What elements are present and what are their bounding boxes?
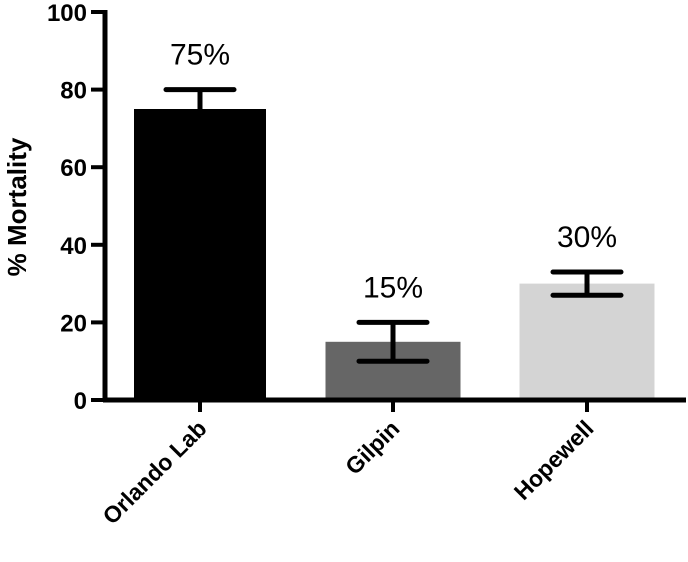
data-label-1: 15% [363,271,423,304]
bar-0 [134,109,266,400]
data-label-2: 30% [557,221,617,254]
y-tick-label-4: 80 [60,78,87,105]
y-tick-label-1: 20 [60,310,87,337]
y-tick-label-3: 60 [60,155,87,182]
y-axis-label: % Mortality [2,137,32,276]
x-tick-label-1: Gilpin [340,415,404,479]
x-tick-label-0: Orlando Lab [97,415,211,529]
y-tick-label-5: 100 [47,0,87,27]
x-tick-label-2: Hopewell [509,415,599,505]
y-tick-label-2: 40 [60,233,87,260]
data-label-0: 75% [170,39,230,72]
y-tick-label-0: 0 [74,388,87,415]
bar-2 [519,283,655,400]
